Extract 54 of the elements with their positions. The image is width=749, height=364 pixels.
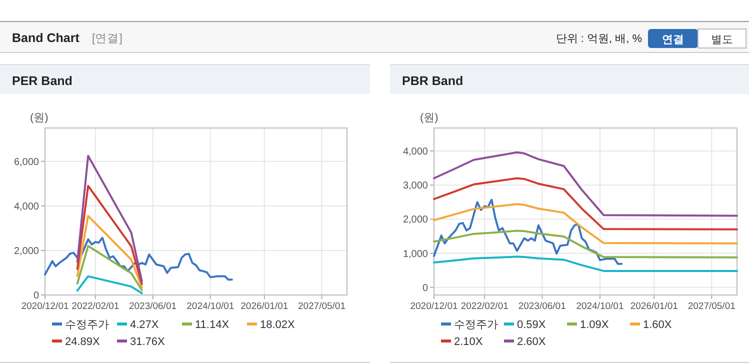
x-tick-label: 2023/06/01 [128,301,177,312]
legend-label: 수정주가 [65,319,109,331]
legend-label: 수정주가 [454,319,498,331]
line-series [76,184,143,286]
line-series [433,177,738,230]
text: 단위 : 억원, 배, % [556,33,642,45]
text: 연결 [662,34,684,46]
y-tick-label: 0 [33,290,40,302]
y-tick-label: 2,000 [402,214,428,226]
line-series [44,236,233,281]
y-tick-label: 4,000 [14,201,40,212]
x-tick-label: 2020/12/01 [410,301,458,312]
x-tick-label: 2022/02/01 [72,301,120,312]
chart-title: PER Band [12,74,72,88]
text: Band Chart [12,31,80,45]
x-tick-label: 2020/12/01 [21,301,69,312]
x-tick-label: 2022/02/01 [460,301,508,312]
line-series [76,154,143,282]
legend-label: 24.89X [65,336,101,348]
legend-label: 18.02X [260,319,296,331]
y-tick-label: 2,000 [14,246,40,257]
x-tick-label: 2023/06/01 [518,301,566,312]
line-series [76,245,143,292]
x-tick-label: 2026/01/01 [240,301,288,312]
line-series [433,198,623,265]
y-tick-label: 1,000 [402,248,428,260]
line-series [433,230,738,258]
x-tick-label: 2027/05/01 [688,301,736,312]
y-axis-title: (원) [420,112,438,124]
line-series [76,214,143,288]
x-tick-label: 2027/05/01 [298,301,346,312]
legend-label: 2.60X [517,336,546,348]
legend-label: 4.27X [130,319,160,331]
legend-label: 2.10X [454,336,484,348]
y-tick-label: 0 [422,282,428,294]
text: 별도 [711,34,733,46]
legend-label: 1.60X [643,319,672,331]
legend-label: 31.76X [130,336,166,348]
x-tick-label: 2024/10/01 [186,301,234,312]
y-tick-label: 6,000 [14,156,40,168]
legend-label: 1.09X [580,319,610,331]
y-tick-label: 3,000 [402,180,428,192]
line-series [433,151,738,217]
line-series [433,203,738,244]
legend-label: 0.59X [517,319,546,331]
x-tick-label: 2024/10/01 [576,301,624,312]
legend-label: 11.14X [195,319,230,331]
x-tick-label: 2026/01/01 [630,301,678,312]
text: [연결] [92,33,122,45]
line-series [433,256,738,272]
chart-title: PBR Band [402,74,464,88]
y-axis-title: (원) [30,112,48,124]
line-series [76,275,143,294]
y-tick-label: 4,000 [402,146,428,158]
